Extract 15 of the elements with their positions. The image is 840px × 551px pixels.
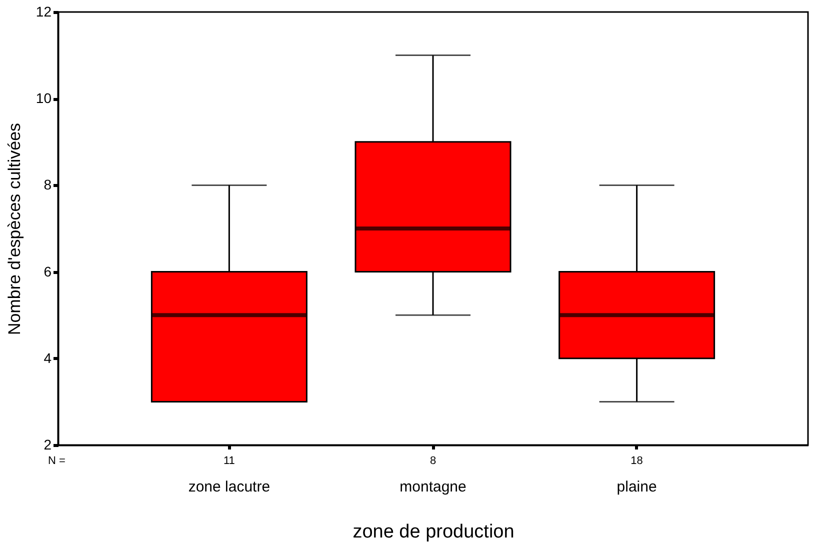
- x-tick-label: montagne: [400, 478, 466, 496]
- text: 11: [223, 455, 235, 467]
- text: 8: [430, 455, 436, 467]
- x-axis-title: zone de production: [352, 522, 514, 542]
- y-tick-label: 2: [44, 436, 52, 452]
- text: N =: [48, 455, 66, 467]
- y-tick-label: 8: [44, 176, 52, 193]
- y-tick-label: 10: [36, 90, 52, 106]
- y-tick-label: 6: [44, 263, 52, 280]
- y-tick-label: 4: [44, 350, 52, 366]
- y-tick-label: 12: [36, 4, 52, 20]
- x-tick-label: zone lacutre: [188, 478, 270, 496]
- text: 18: [630, 455, 643, 467]
- x-tick-label: plaine: [616, 478, 657, 496]
- y-axis-title: Nombre d'espèces cultivées: [4, 122, 24, 336]
